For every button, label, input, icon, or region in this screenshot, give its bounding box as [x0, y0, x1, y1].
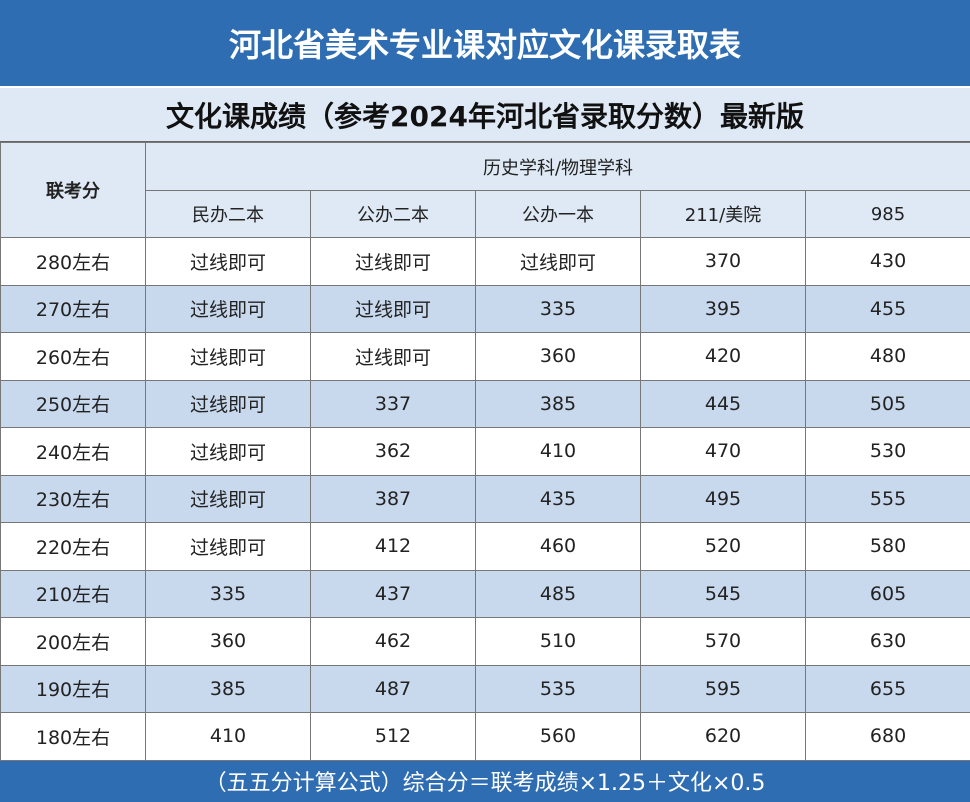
cell: 480 — [806, 333, 970, 381]
cell: 455 — [806, 285, 970, 333]
cell: 过线即可 — [146, 285, 311, 333]
cell: 620 — [641, 713, 806, 761]
cell: 495 — [641, 475, 806, 523]
cell: 360 — [476, 333, 641, 381]
cell: 512 — [311, 713, 476, 761]
cell: 445 — [641, 380, 806, 428]
column-header: 985 — [806, 191, 970, 238]
cell: 370 — [641, 238, 806, 286]
cell: 337 — [311, 380, 476, 428]
cell: 470 — [641, 428, 806, 476]
header-row: 联考分 历史学科/物理学科 — [1, 143, 970, 191]
cell: 412 — [311, 523, 476, 571]
cell: 过线即可 — [146, 380, 311, 428]
cell: 655 — [806, 665, 970, 713]
cell: 435 — [476, 475, 641, 523]
cell: 过线即可 — [146, 333, 311, 381]
column-header: 211/美院 — [641, 191, 806, 238]
cell: 560 — [476, 713, 641, 761]
group-header: 历史学科/物理学科 — [146, 143, 970, 191]
cell: 过线即可 — [476, 238, 641, 286]
cell: 335 — [146, 570, 311, 618]
row-label: 210左右 — [1, 570, 146, 618]
row-label: 180左右 — [1, 713, 146, 761]
cell: 520 — [641, 523, 806, 571]
row-label: 280左右 — [1, 238, 146, 286]
cell: 505 — [806, 380, 970, 428]
cell: 630 — [806, 618, 970, 666]
row-label: 250左右 — [1, 380, 146, 428]
cell: 530 — [806, 428, 970, 476]
cell: 385 — [146, 665, 311, 713]
row-header: 联考分 — [1, 143, 146, 238]
row-label: 220左右 — [1, 523, 146, 571]
cell: 过线即可 — [311, 333, 476, 381]
cell: 410 — [146, 713, 311, 761]
cell: 410 — [476, 428, 641, 476]
cell: 510 — [476, 618, 641, 666]
cell: 395 — [641, 285, 806, 333]
column-header: 民办二本 — [146, 191, 311, 238]
row-label: 240左右 — [1, 428, 146, 476]
cell: 过线即可 — [311, 285, 476, 333]
cell: 335 — [476, 285, 641, 333]
column-header: 公办一本 — [476, 191, 641, 238]
cell: 过线即可 — [146, 238, 311, 286]
cell: 385 — [476, 380, 641, 428]
cell: 430 — [806, 238, 970, 286]
cell: 555 — [806, 475, 970, 523]
footer: （五五分计算公式）综合分＝联考成绩×1.25＋文化×0.5 — [0, 761, 970, 802]
cell: 487 — [311, 665, 476, 713]
cell: 545 — [641, 570, 806, 618]
cell: 485 — [476, 570, 641, 618]
cell: 420 — [641, 333, 806, 381]
cell: 580 — [806, 523, 970, 571]
cell: 462 — [311, 618, 476, 666]
column-header: 公办二本 — [311, 191, 476, 238]
row-label: 230左右 — [1, 475, 146, 523]
row-label: 200左右 — [1, 618, 146, 666]
subtitle: 文化课成绩（参考2024年河北省录取分数）最新版 — [0, 88, 970, 142]
cell: 过线即可 — [146, 475, 311, 523]
cell: 过线即可 — [146, 428, 311, 476]
cell: 过线即可 — [146, 523, 311, 571]
cell: 437 — [311, 570, 476, 618]
cell: 605 — [806, 570, 970, 618]
row-label: 260左右 — [1, 333, 146, 381]
cell: 387 — [311, 475, 476, 523]
title: 河北省美术专业课对应文化课录取表 — [0, 0, 970, 88]
cell: 680 — [806, 713, 970, 761]
cell: 595 — [641, 665, 806, 713]
cell: 570 — [641, 618, 806, 666]
cell: 460 — [476, 523, 641, 571]
cell: 360 — [146, 618, 311, 666]
row-label: 270左右 — [1, 285, 146, 333]
row-label: 190左右 — [1, 665, 146, 713]
cell: 535 — [476, 665, 641, 713]
cell: 过线即可 — [311, 238, 476, 286]
cell: 362 — [311, 428, 476, 476]
